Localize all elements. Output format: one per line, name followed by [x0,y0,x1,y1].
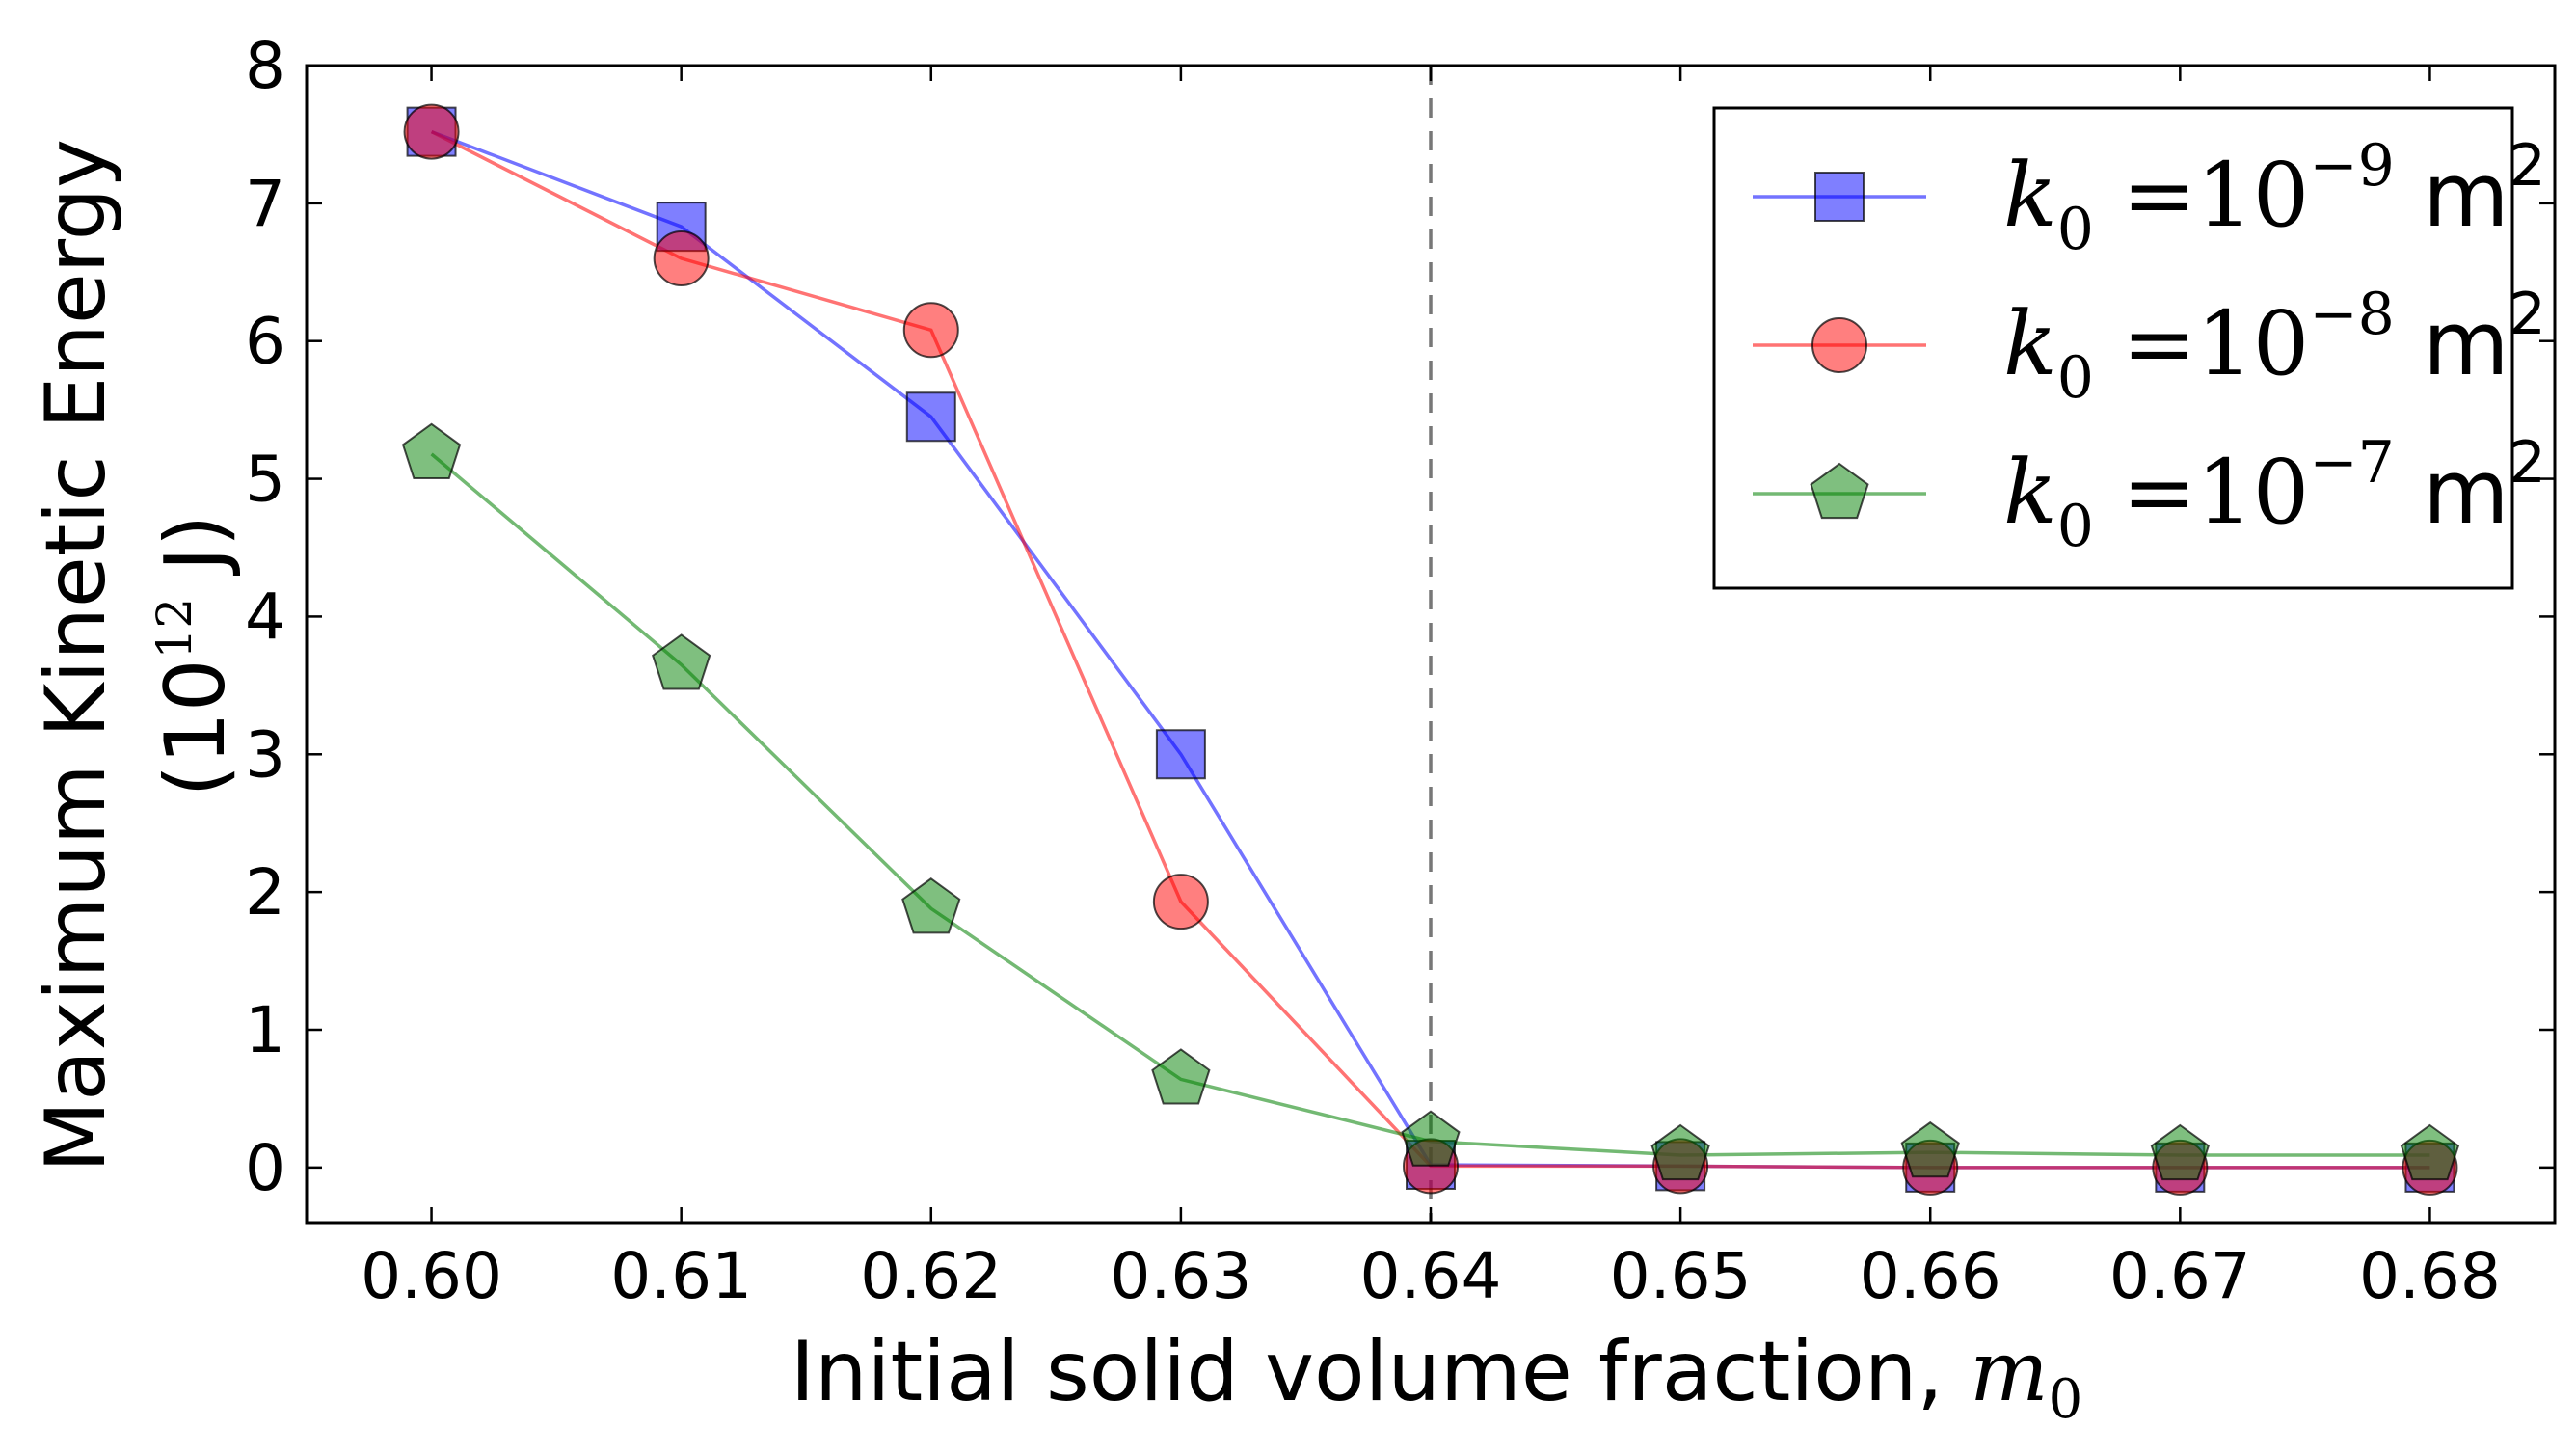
x-tick-label: 0.68 [2359,1239,2501,1313]
data-point-s3-8 [2150,1123,2210,1181]
y-tick-label: 1 [245,993,285,1067]
data-point-s3-3 [901,877,961,934]
x-tick-label: 0.60 [361,1239,502,1313]
axis-labels: Initial solid volume fraction, m0 Maximu… [28,139,2082,1431]
legend: k0 =10−9 m2 k0 =10−8 m2 k0 =10−7 m2 [1712,106,2546,590]
data-point-s3-6 [1650,1123,1710,1181]
data-point-s2-4 [1152,874,1209,930]
x-tick-label: 0.63 [1110,1239,1251,1313]
y-tick-label: 0 [245,1131,285,1205]
y-tick-label: 4 [245,579,285,654]
y-tick-label: 3 [245,717,285,792]
x-tick-label: 0.61 [610,1239,752,1313]
y-axis-label-line1-group: Maximum Kinetic Energy [28,139,124,1172]
data-point-s3-7 [1900,1120,1960,1178]
data-point-s3-4 [1151,1048,1211,1105]
x-axis-label: Initial solid volume fraction, m0 [791,1324,2083,1431]
y-tick-label: 6 [245,305,285,379]
y-tick-label: 7 [245,167,285,241]
legend-label-1: k0 =10−9 m2 [2003,132,2546,263]
legend-label-3: k0 =10−7 m2 [2003,429,2546,560]
data-point-s3-2 [652,633,711,690]
legend-label-2: k0 =10−8 m2 [2003,281,2546,412]
y-tick-label: 5 [245,443,285,517]
x-tick-label: 0.65 [1610,1239,1752,1313]
data-point-s3-5 [1401,1110,1461,1167]
axes: 0.60 0.61 0.62 0.63 0.64 0.65 0.66 0.67 0.68 0 1 2 3… [245,29,2557,1313]
y-axis-label-line1: Maximum Kinetic Energy [28,139,124,1172]
x-tick-label: 0.67 [2109,1239,2251,1313]
y-axis-label-line2: (1012 J) [147,515,244,797]
data-point-s1-4 [1155,729,1206,780]
data-point-s2-3 [902,302,959,359]
x-tick-label: 0.64 [1360,1239,1502,1313]
data-point-s2-2 [653,230,710,286]
legend-marker-1 [1814,172,1865,222]
legend-marker-3 [1810,462,1869,520]
plot-area [401,66,2460,1223]
y-axis-label-line2-group: (1012 J) [147,515,244,797]
y-tick-label: 2 [245,855,285,930]
data-point-s3-1 [401,422,462,479]
legend-marker-2 [1811,317,1867,373]
data-point-s1-3 [905,391,956,443]
y-tick-label: 8 [245,29,285,103]
x-tick-label: 0.66 [1860,1239,2001,1313]
x-tick-label: 0.62 [860,1239,1002,1313]
data-point-s2-1 [403,103,460,160]
data-point-s3-9 [2400,1123,2460,1181]
